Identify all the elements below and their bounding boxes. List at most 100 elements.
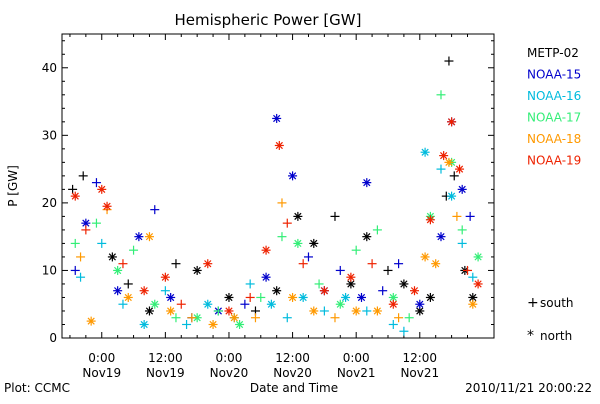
point-noaa-16-south — [319, 306, 329, 316]
legend-item-noaa-18: NOAA-18 — [527, 132, 581, 146]
x-axis-label: Date and Time — [250, 381, 338, 395]
point-noaa-19-south — [367, 259, 377, 269]
point-noaa-19-north — [224, 306, 234, 316]
x-tick-label-time: 12:00 — [148, 351, 183, 365]
x-tick-label-time: 0:00 — [343, 351, 370, 365]
point-noaa-16-north — [298, 292, 308, 302]
point-noaa-17-north — [293, 238, 303, 248]
marker-legend-symbol-south: + — [527, 295, 539, 311]
point-noaa-17-south — [351, 245, 361, 255]
point-noaa-15-south — [91, 178, 101, 188]
point-noaa-15-south — [150, 205, 160, 215]
marker-legend: + south * north — [527, 295, 574, 344]
point-noaa-17-south — [372, 225, 382, 235]
y-tick-label: 0 — [49, 331, 57, 345]
point-noaa-16-south — [245, 279, 255, 289]
point-noaa-18-south — [250, 313, 260, 323]
point-metp-02-north — [272, 286, 282, 296]
point-metp-02-north — [309, 238, 319, 248]
plot-frame — [61, 33, 495, 339]
point-metp-02-south — [78, 171, 88, 181]
point-noaa-17-south — [171, 313, 181, 323]
point-noaa-17-north — [473, 252, 483, 262]
point-noaa-19-north — [274, 140, 284, 150]
legend-item-metp-02: METP-02 — [527, 46, 579, 60]
point-noaa-19-north — [203, 259, 213, 269]
point-noaa-17-south — [436, 90, 446, 100]
point-noaa-17-south — [70, 238, 80, 248]
x-tick-label-time: 0:00 — [88, 351, 115, 365]
x-tick-label-date: Nov21 — [400, 366, 439, 380]
x-tick-label-time: 12:00 — [402, 351, 437, 365]
point-noaa-15-north — [272, 113, 282, 123]
point-noaa-16-south — [76, 272, 86, 282]
point-metp-02-south — [330, 211, 340, 221]
point-noaa-19-south — [462, 265, 472, 275]
point-noaa-15-north — [166, 292, 176, 302]
point-noaa-17-south — [277, 232, 287, 242]
point-noaa-18-south — [187, 313, 197, 323]
point-metp-02-south — [171, 259, 181, 269]
point-noaa-18-north — [444, 157, 454, 167]
point-noaa-18-north — [288, 292, 298, 302]
x-tick-label-date: Nov19 — [82, 366, 121, 380]
y-axis-label: P [GW] — [6, 165, 20, 207]
point-noaa-15-north — [415, 299, 425, 309]
point-noaa-18-north — [420, 252, 430, 262]
point-noaa-19-south — [81, 225, 91, 235]
y-tick-label: 30 — [42, 128, 57, 142]
point-metp-02-north — [224, 292, 234, 302]
point-metp-02-north — [293, 211, 303, 221]
point-noaa-18-north — [208, 319, 218, 329]
legend-item-noaa-19: NOAA-19 — [527, 154, 581, 168]
legend-item-noaa-17: NOAA-17 — [527, 111, 581, 125]
point-noaa-19-north — [261, 245, 271, 255]
marker-legend-label-north: north — [540, 329, 572, 343]
y-tick-label: 10 — [42, 263, 57, 277]
point-noaa-18-north — [372, 306, 382, 316]
point-noaa-18-north — [468, 299, 478, 309]
data-points — [68, 56, 483, 336]
point-noaa-19-south — [282, 218, 292, 228]
point-noaa-17-south — [129, 245, 139, 255]
point-noaa-15-south — [70, 265, 80, 275]
point-noaa-17-north — [113, 265, 123, 275]
point-noaa-16-north — [341, 292, 351, 302]
point-noaa-16-south — [399, 326, 409, 336]
point-noaa-17-north — [335, 299, 345, 309]
point-noaa-15-north — [436, 232, 446, 242]
y-tick-label: 40 — [42, 61, 57, 75]
point-noaa-17-north — [235, 319, 245, 329]
point-metp-02-south — [383, 265, 393, 275]
point-noaa-15-south — [240, 299, 250, 309]
point-noaa-16-north — [420, 147, 430, 157]
point-metp-02-north — [144, 306, 154, 316]
y-tick-label: 20 — [42, 196, 57, 210]
point-noaa-15-north — [261, 272, 271, 282]
point-noaa-19-north — [97, 184, 107, 194]
point-noaa-19-north — [473, 279, 483, 289]
point-noaa-15-north — [356, 292, 366, 302]
point-metp-02-south — [444, 56, 454, 66]
x-tick-label-time: 12:00 — [275, 351, 310, 365]
point-metp-02-north — [107, 252, 117, 262]
point-noaa-18-south — [330, 313, 340, 323]
point-noaa-15-south — [303, 252, 313, 262]
point-noaa-15-south — [335, 265, 345, 275]
point-noaa-19-north — [447, 117, 457, 127]
point-noaa-16-north — [139, 319, 149, 329]
point-noaa-15-north — [134, 232, 144, 242]
point-noaa-19-south — [245, 292, 255, 302]
point-noaa-18-south — [394, 313, 404, 323]
point-noaa-18-north — [144, 232, 154, 242]
point-noaa-19-south — [118, 259, 128, 269]
x-axis: 0:00Nov1912:00Nov190:00Nov2012:00Nov200:… — [69, 34, 468, 380]
point-noaa-15-north — [362, 178, 372, 188]
point-noaa-16-north — [447, 191, 457, 201]
point-noaa-15-north — [288, 171, 298, 181]
point-noaa-16-south — [160, 286, 170, 296]
point-noaa-16-south — [97, 238, 107, 248]
legend-item-noaa-16: NOAA-16 — [527, 89, 581, 103]
